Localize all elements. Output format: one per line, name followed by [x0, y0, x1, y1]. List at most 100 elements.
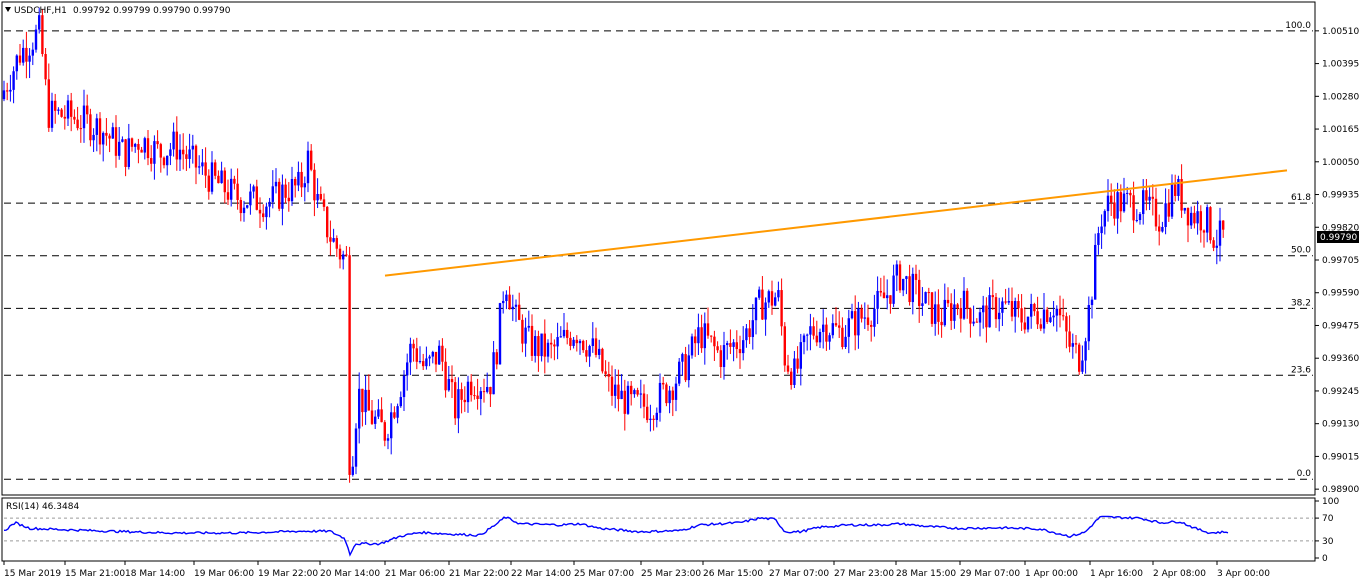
candle-body — [1186, 207, 1190, 226]
rsi-tick-label: 0 — [1322, 554, 1328, 564]
candle-body — [550, 342, 553, 345]
candle-body — [790, 371, 793, 385]
candle-body — [406, 362, 409, 376]
candle-body — [134, 143, 137, 147]
candle-body — [1033, 303, 1036, 312]
candle-body — [850, 311, 854, 319]
price-pane[interactable]: 100.0 61.8 50.0 38.2 23.6 0.0 USDCHF,H1 0.997… — [1, 1, 1316, 496]
candle-body — [274, 181, 278, 187]
candle-body — [1142, 190, 1145, 215]
candle-body — [649, 418, 652, 421]
candle-body — [50, 100, 54, 128]
candle-body — [844, 336, 847, 348]
candle-body — [508, 294, 511, 310]
candle-body — [1170, 184, 1174, 217]
candle-body — [290, 179, 294, 202]
candle-body — [178, 149, 182, 160]
candle-body — [358, 388, 361, 429]
candle-body — [169, 149, 172, 156]
candle-body — [1084, 341, 1087, 361]
price-tick-label: 0.99935 — [1322, 191, 1359, 201]
candle-body — [146, 138, 150, 159]
candle-body — [1110, 195, 1113, 203]
candle-body — [79, 128, 82, 130]
candle-body — [121, 139, 124, 142]
candle-body — [754, 297, 758, 321]
candle-body — [217, 175, 220, 184]
candle-body — [1174, 184, 1177, 196]
candle-body — [934, 304, 937, 324]
candle-body — [886, 295, 889, 299]
candle-body — [284, 184, 287, 198]
candle-body — [825, 324, 828, 342]
candle-body — [306, 150, 310, 184]
candle-body — [770, 291, 774, 306]
candle-body — [994, 297, 998, 320]
candle-body — [799, 342, 802, 369]
candle-body — [492, 352, 495, 395]
candle-body — [633, 390, 636, 395]
candle-body — [1026, 316, 1030, 330]
time-tick-label: 26 Mar 15:00 — [703, 569, 763, 579]
candle-body — [521, 319, 524, 344]
candle-body — [655, 412, 658, 420]
candle-body — [255, 186, 258, 210]
price-tick-label: 1.00165 — [1322, 125, 1359, 135]
candle-body — [18, 55, 22, 63]
candle-body — [710, 335, 713, 337]
candle-body — [1113, 202, 1116, 219]
candle-body — [1023, 322, 1026, 330]
candle-body — [415, 348, 418, 362]
rsi-pane[interactable]: RSI(14) 46.3484 — [1, 497, 1316, 562]
candle-body — [1100, 226, 1103, 234]
candle-body — [262, 213, 265, 218]
candle-body — [460, 389, 463, 400]
candle-body — [278, 181, 281, 209]
candle-body — [870, 324, 873, 327]
candle-body — [882, 292, 886, 299]
candle-body — [914, 273, 918, 280]
trendline[interactable] — [384, 169, 1288, 277]
candle-body — [1097, 233, 1100, 245]
candle-body — [140, 149, 143, 153]
candle-body — [390, 412, 393, 439]
candle-body — [713, 336, 716, 347]
candle-body — [1014, 301, 1017, 317]
candle-body — [1087, 305, 1090, 342]
candle-body — [988, 295, 991, 328]
candle-body — [1055, 308, 1058, 316]
candle-body — [207, 175, 210, 192]
candle-body — [857, 308, 860, 336]
candle-body — [505, 294, 508, 302]
candle-body — [118, 141, 121, 156]
candle-body — [946, 299, 950, 304]
candle-body — [351, 466, 354, 475]
candle-body — [898, 264, 902, 291]
candle-body — [716, 346, 719, 351]
candle-body — [348, 255, 351, 475]
candle-body — [838, 325, 841, 328]
candle-body — [1068, 331, 1071, 347]
candle-body — [732, 342, 735, 347]
candle-body — [63, 116, 66, 119]
candle-body — [966, 290, 969, 309]
candle-body — [1074, 343, 1078, 345]
price-tick-label: 1.00510 — [1322, 27, 1359, 37]
candle-body — [486, 386, 489, 392]
time-tick-label: 1 Apr 00:00 — [1025, 569, 1078, 579]
time-axis: 15 Mar 2019 15 Mar 21:00 18 Mar 14:00 19 Ma… — [3, 561, 1270, 579]
time-tick-label: 19 Mar 06:00 — [194, 569, 254, 579]
candle-body — [380, 409, 383, 423]
candle-body — [921, 303, 924, 306]
candle-body — [761, 289, 764, 320]
candle-body — [815, 335, 818, 343]
candle-body — [895, 264, 898, 276]
candle-body — [588, 346, 591, 357]
candle-body — [626, 385, 630, 414]
candle-body — [1190, 212, 1193, 226]
candle-body — [258, 209, 262, 214]
price-tick-label: 0.99590 — [1322, 289, 1359, 299]
candle-body — [639, 393, 642, 395]
candle-body — [1039, 324, 1042, 329]
price-tick-label: 1.00395 — [1322, 60, 1359, 70]
